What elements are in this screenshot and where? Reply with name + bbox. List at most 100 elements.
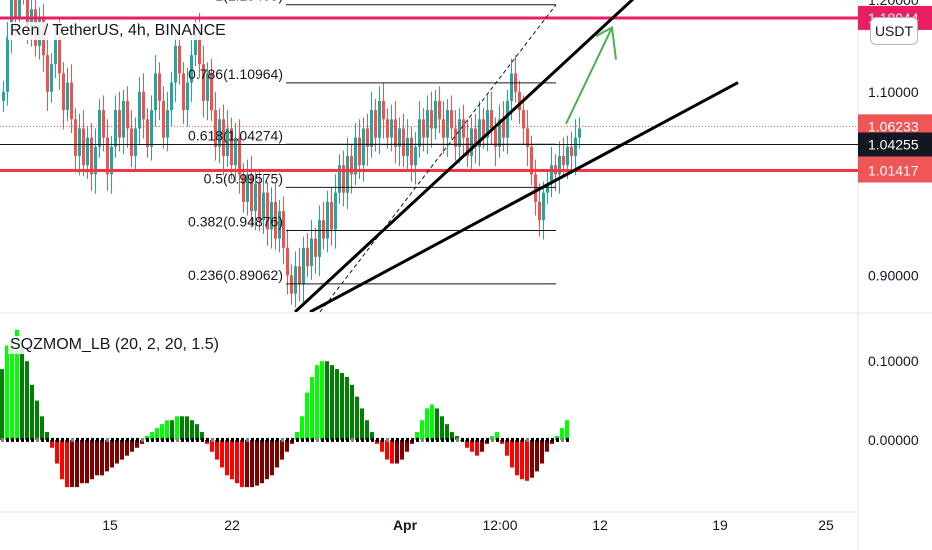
squeeze-dot — [541, 437, 544, 442]
momentum-bar — [75, 439, 79, 488]
projection-arrow — [565, 27, 613, 125]
momentum-bar — [390, 439, 394, 464]
candle-body — [138, 91, 141, 129]
squeeze-dot — [491, 437, 494, 442]
candle-body — [294, 266, 297, 294]
candle-body — [326, 201, 329, 239]
candle-body — [450, 110, 453, 129]
squeeze-dot — [111, 437, 114, 442]
momentum-bar — [420, 420, 424, 440]
candle-body — [214, 110, 217, 147]
momentum-bar — [345, 376, 349, 440]
candle-body — [122, 100, 125, 138]
squeeze-dot — [126, 437, 129, 442]
momentum-bar — [255, 439, 259, 486]
momentum-bar — [520, 439, 524, 480]
momentum-bar — [395, 439, 399, 464]
candle-body — [362, 128, 365, 166]
candle-body — [266, 192, 269, 230]
squeeze-dot — [401, 437, 404, 442]
squeeze-dot — [311, 437, 314, 442]
candle-body — [70, 82, 73, 120]
squeeze-dot — [331, 437, 334, 442]
squeeze-dot — [281, 437, 284, 442]
time-axis-label: 25 — [818, 517, 834, 533]
momentum-bar — [435, 408, 439, 440]
momentum-bar — [200, 432, 204, 440]
squeeze-dot — [181, 437, 184, 442]
momentum-axis-label: 0.00000 — [868, 432, 919, 448]
squeeze-dot — [506, 437, 509, 442]
squeeze-dot — [391, 437, 394, 442]
squeeze-dot — [386, 437, 389, 442]
candle-body — [566, 146, 569, 166]
momentum-bar — [415, 432, 419, 440]
momentum-bar — [480, 439, 484, 452]
candle-body — [490, 110, 493, 129]
candle-body — [358, 137, 361, 166]
squeeze-dot — [106, 437, 109, 442]
candle-body — [114, 110, 117, 147]
candle-body — [518, 91, 521, 111]
candle-body — [366, 128, 369, 147]
currency-button[interactable]: USDT — [870, 17, 918, 45]
squeeze-dot — [166, 437, 169, 442]
momentum-bar — [80, 439, 84, 484]
chart-title: Ren / TetherUS, 4h, BINANCE — [8, 22, 228, 40]
candle-body — [134, 128, 137, 156]
momentum-bar — [230, 439, 234, 480]
projection-arrow-head — [595, 25, 617, 60]
momentum-bar — [100, 439, 104, 476]
momentum-bar — [160, 424, 164, 440]
candle-body — [162, 100, 165, 138]
squeeze-dot — [441, 437, 444, 442]
candle-body — [222, 119, 225, 156]
candle-body — [398, 128, 401, 147]
squeeze-dot — [41, 437, 44, 442]
candle-body — [382, 100, 385, 120]
squeeze-dot — [436, 437, 439, 442]
squeeze-dot — [381, 437, 384, 442]
candle-body — [130, 128, 133, 156]
momentum-bar — [135, 439, 139, 448]
squeeze-dot — [396, 437, 399, 442]
time-axis-label: 15 — [102, 517, 118, 533]
momentum-bar — [530, 439, 534, 478]
candle-body — [270, 201, 273, 230]
squeeze-dot — [376, 437, 379, 442]
candle-body — [190, 55, 193, 83]
squeeze-dot — [101, 437, 104, 442]
candle-body — [234, 137, 237, 166]
squeeze-dot — [446, 437, 449, 442]
squeeze-dot — [416, 437, 419, 442]
candle-body — [246, 174, 249, 202]
candle-body — [170, 82, 173, 111]
momentum-bar — [170, 420, 174, 440]
momentum-bar — [155, 428, 159, 440]
crosshair-label-bg — [858, 132, 932, 157]
squeeze-dot — [286, 437, 289, 442]
squeeze-dot — [316, 437, 319, 442]
squeeze-dot — [56, 437, 59, 442]
squeeze-dot — [501, 437, 504, 442]
momentum-bar — [15, 329, 19, 440]
candle-body — [342, 165, 345, 193]
momentum-bar — [445, 424, 449, 440]
squeeze-dot — [561, 437, 564, 442]
momentum-bar — [150, 432, 154, 440]
squeeze-dot — [86, 437, 89, 442]
candle-body — [282, 211, 285, 248]
squeeze-dot — [6, 437, 9, 442]
momentum-bar — [370, 432, 374, 440]
squeeze-dot — [341, 437, 344, 442]
squeeze-dot — [526, 437, 529, 442]
candle-body — [18, 0, 21, 19]
squeeze-dot — [176, 437, 179, 442]
candle-body — [290, 275, 293, 294]
candle-body — [386, 119, 389, 138]
candle-body — [418, 119, 421, 147]
candle-body — [186, 82, 189, 111]
momentum-bar — [330, 365, 334, 440]
momentum-bar — [355, 396, 359, 440]
